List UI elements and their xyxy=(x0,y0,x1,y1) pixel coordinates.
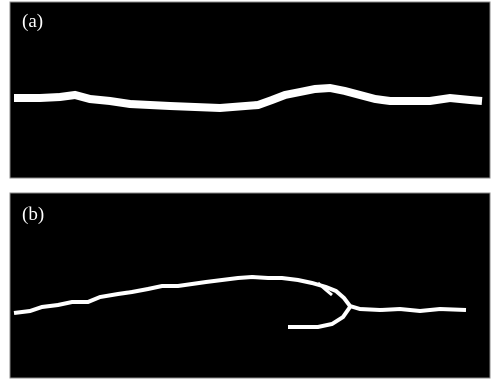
figure: (a) (b) xyxy=(0,0,500,382)
panel-background xyxy=(10,193,490,378)
panel-label: (a) xyxy=(22,11,43,32)
panel-background xyxy=(10,2,490,178)
panel-label: (b) xyxy=(22,204,44,225)
page: (a) (b) (() => { const data = JSON.parse… xyxy=(0,0,500,382)
panel-a: (a) xyxy=(10,2,490,178)
panel-b: (b) xyxy=(10,193,490,378)
